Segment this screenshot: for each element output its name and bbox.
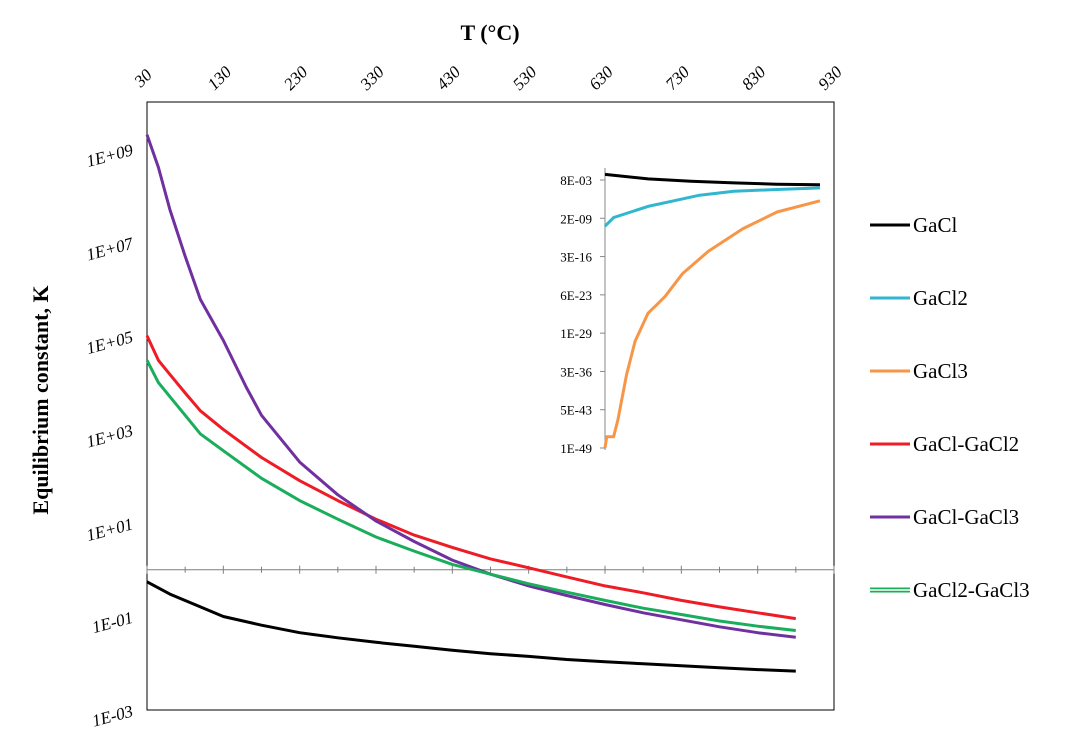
x-tick-label: 730 xyxy=(662,62,694,94)
x-tick-label: 830 xyxy=(738,62,770,94)
legend-label: GaCl3 xyxy=(913,359,968,383)
inset-series-lines xyxy=(603,172,821,449)
inset-chart: 8E-03 2E-09 3E-16 6E-23 1E-29 3E-36 5E-43 1E-49 xyxy=(560,168,821,456)
inset-tick-label: 6E-23 xyxy=(560,288,592,303)
series-line-gacl xyxy=(146,580,796,673)
legend-label: GaCl-GaCl2 xyxy=(913,432,1019,456)
x-tick-label: 230 xyxy=(280,62,312,94)
series-line-gacl-gacl2 xyxy=(145,335,797,621)
x-tick-label: 330 xyxy=(356,62,389,95)
x-tick-label: 430 xyxy=(433,62,465,94)
legend-label: GaCl2-GaCl3 xyxy=(913,578,1030,602)
legend-label: GaCl-GaCl3 xyxy=(913,505,1019,529)
y-tick-label: 1E+05 xyxy=(84,327,135,358)
inset-tick-label: 1E-29 xyxy=(560,326,592,341)
y-tick-label: 1E-03 xyxy=(90,702,135,731)
x-tick-label: 930 xyxy=(814,62,846,94)
legend-label: GaCl xyxy=(913,213,957,237)
x-tick-label: 130 xyxy=(204,62,236,94)
x-tick-label: 630 xyxy=(585,62,617,94)
inset-line-gacl2 xyxy=(603,186,821,228)
plot-area xyxy=(146,101,835,711)
inset-line-gacl3 xyxy=(603,199,821,449)
inset-tick-label: 1E-49 xyxy=(560,441,592,456)
inset-tick-label: 8E-03 xyxy=(560,173,592,188)
legend-label: GaCl2 xyxy=(913,286,968,310)
y-tick-label: 1E-01 xyxy=(90,608,135,637)
y-axis-ticks: 1E+09 1E+07 1E+05 1E+03 1E+01 1E-01 1E-03 xyxy=(84,140,136,730)
inset-line-gacl xyxy=(604,172,821,187)
inset-tick-label: 3E-16 xyxy=(560,250,592,265)
series-line-gacl-gacl3 xyxy=(145,134,796,639)
x-axis-title: T (°C) xyxy=(460,20,519,45)
legend: GaCl GaCl2 GaCl3 GaCl-GaCl2 GaCl-GaCl3 GaCl2-… xyxy=(870,213,1030,602)
series-lines xyxy=(145,134,797,673)
series-line-gacl2-gacl3 xyxy=(145,359,796,632)
y-tick-label: 1E+03 xyxy=(84,421,135,452)
inset-tick-label: 3E-36 xyxy=(560,364,592,379)
y-tick-label: 1E+09 xyxy=(84,140,135,171)
x-tick-label: 530 xyxy=(509,62,541,94)
inset-tick-label: 2E-09 xyxy=(560,211,592,226)
x-tick-label: 30 xyxy=(130,65,157,92)
y-tick-label: 1E+07 xyxy=(84,233,136,264)
inset-y-ticks: 8E-03 2E-09 3E-16 6E-23 1E-29 3E-36 5E-43 1E-49 xyxy=(560,173,605,456)
inset-tick-label: 5E-43 xyxy=(560,403,592,418)
y-axis-title: Equilibrium constant, K xyxy=(28,285,53,514)
y-tick-label: 1E+01 xyxy=(84,514,135,545)
